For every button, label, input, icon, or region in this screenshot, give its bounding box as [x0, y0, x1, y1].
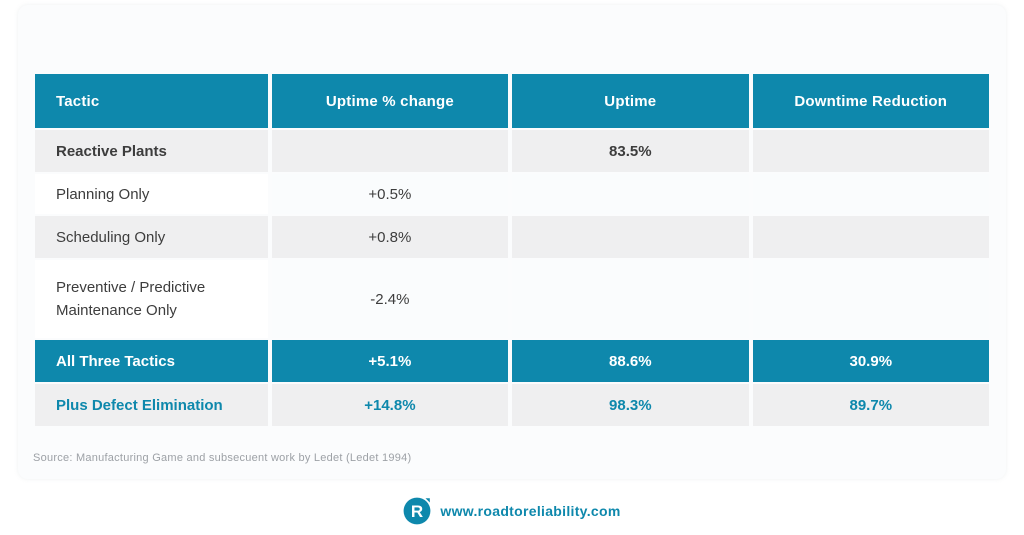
cell-downtime-reduction — [752, 216, 989, 258]
cell-uptime: 83.5% — [512, 130, 749, 172]
cell-tactic: Plus Defect Elimination — [35, 384, 268, 426]
table-row-planning-only: Planning Only +0.5% — [35, 174, 989, 214]
cell-uptime — [512, 216, 749, 258]
header-cell-tactic: Tactic — [35, 74, 268, 128]
cell-uptime-change: +5.1% — [271, 340, 509, 382]
cell-tactic: Scheduling Only — [35, 216, 268, 258]
cell-tactic: Planning Only — [35, 174, 268, 214]
cell-uptime-change: +14.8% — [271, 384, 509, 426]
cell-downtime-reduction — [752, 174, 989, 214]
footer-url-link[interactable]: www.roadtoreliability.com — [440, 503, 621, 519]
table-header-row: Tactic Uptime % change Uptime Downtime R… — [35, 74, 989, 128]
cell-uptime — [512, 260, 749, 338]
source-note: Source: Manufacturing Game and subsecuen… — [33, 452, 412, 464]
cell-tactic: Reactive Plants — [35, 130, 268, 172]
road-to-reliability-logo-icon: R — [403, 497, 432, 525]
cell-uptime — [512, 174, 749, 214]
table-row-reactive-plants: Reactive Plants 83.5% — [35, 130, 989, 172]
cell-uptime-change — [271, 130, 509, 172]
header-cell-uptime-change: Uptime % change — [271, 74, 509, 128]
header-cell-downtime-reduction: Downtime Reduction — [752, 74, 989, 128]
tactics-uptime-table: Tactic Uptime % change Uptime Downtime R… — [31, 72, 993, 428]
table-row-plus-defect-elimination: Plus Defect Elimination +14.8% 98.3% 89.… — [35, 384, 989, 426]
cell-tactic: All Three Tactics — [35, 340, 268, 382]
cell-downtime-reduction: 30.9% — [752, 340, 989, 382]
cell-downtime-reduction — [752, 130, 989, 172]
cell-downtime-reduction: 89.7% — [752, 384, 989, 426]
header-cell-uptime: Uptime — [512, 74, 749, 128]
footer: R www.roadtoreliability.com — [0, 497, 1024, 525]
cell-uptime-change: +0.8% — [271, 216, 509, 258]
table-row-all-three-tactics: All Three Tactics +5.1% 88.6% 30.9% — [35, 340, 989, 382]
cell-uptime: 98.3% — [512, 384, 749, 426]
svg-text:R: R — [411, 502, 423, 521]
cell-uptime-change: +0.5% — [271, 174, 509, 214]
cell-uptime: 88.6% — [512, 340, 749, 382]
cell-downtime-reduction — [752, 260, 989, 338]
cell-tactic: Preventive / Predictive Maintenance Only — [35, 260, 268, 338]
table-row-scheduling-only: Scheduling Only +0.8% — [35, 216, 989, 258]
table-row-preventive-predictive: Preventive / Predictive Maintenance Only… — [35, 260, 989, 338]
cell-uptime-change: -2.4% — [271, 260, 509, 338]
